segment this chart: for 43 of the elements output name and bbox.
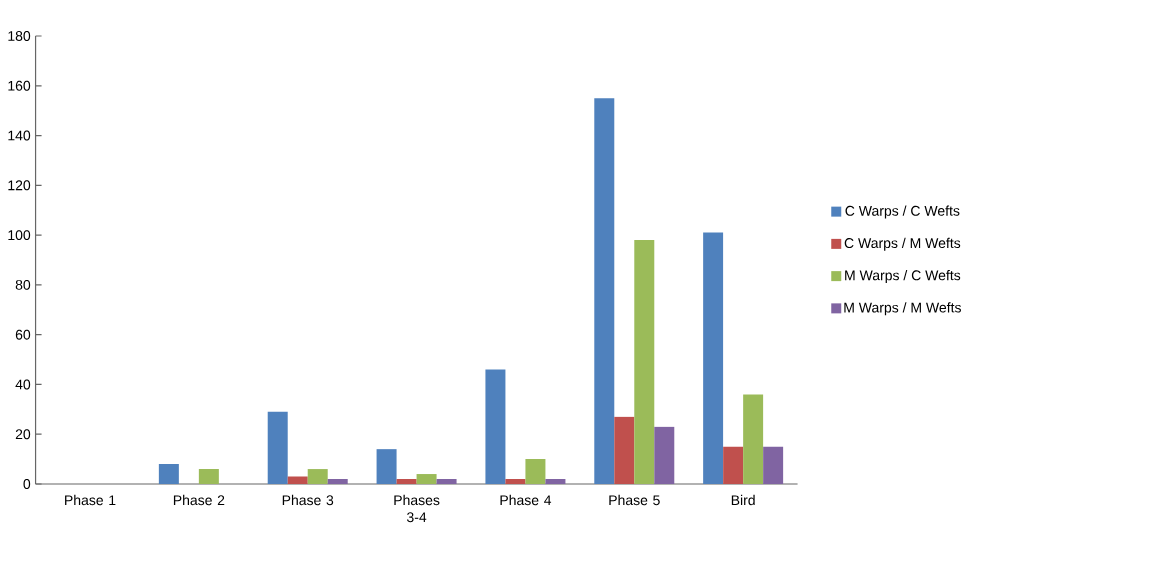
bar xyxy=(525,459,546,484)
x-tick-label: Phase 4 xyxy=(500,494,552,506)
legend-label: M Warps / M Wefts xyxy=(844,302,961,316)
bar xyxy=(743,394,764,484)
y-tick-label: 80 xyxy=(15,279,31,290)
bar xyxy=(594,98,615,484)
y-tick-label: 140 xyxy=(8,130,31,141)
bar xyxy=(505,479,526,484)
y-tick-label: 0 xyxy=(23,479,31,489)
legend-label: C Warps / M Wefts xyxy=(844,237,961,251)
y-tick-label: 180 xyxy=(8,31,31,41)
legend-label: M Warps / C Wefts xyxy=(845,270,961,284)
y-tick-label: 40 xyxy=(15,379,31,390)
y-tick-label: 160 xyxy=(8,80,31,91)
legend-label: C Warps / C Wefts xyxy=(845,205,960,219)
bar xyxy=(545,479,566,484)
bar xyxy=(287,476,308,484)
bar xyxy=(267,411,288,484)
bar xyxy=(485,369,506,484)
bar xyxy=(198,469,219,484)
bar xyxy=(763,446,784,484)
bar xyxy=(634,240,655,484)
x-tick-label: Phase 3 xyxy=(282,494,334,506)
bar xyxy=(723,446,744,484)
bar xyxy=(376,449,397,484)
bar xyxy=(158,464,179,484)
x-tick-label: Phase 2 xyxy=(173,494,225,506)
bar xyxy=(416,474,437,484)
x-tick-label: Phase 1 xyxy=(65,494,116,506)
x-tick-label: Bird xyxy=(731,494,755,506)
y-tick-label: 100 xyxy=(8,230,31,241)
y-tick-label: 60 xyxy=(15,329,31,340)
bar xyxy=(396,479,417,484)
bar xyxy=(307,469,328,484)
y-tick-label: 120 xyxy=(8,180,31,191)
y-tick-label: 20 xyxy=(15,429,31,440)
bar xyxy=(327,479,348,484)
bar xyxy=(654,426,675,484)
x-tick-label: Phases 3-4 xyxy=(394,494,440,523)
x-tick-label: Phase 5 xyxy=(609,494,660,506)
bar xyxy=(614,416,635,484)
bar xyxy=(436,479,457,484)
bar xyxy=(703,232,724,484)
